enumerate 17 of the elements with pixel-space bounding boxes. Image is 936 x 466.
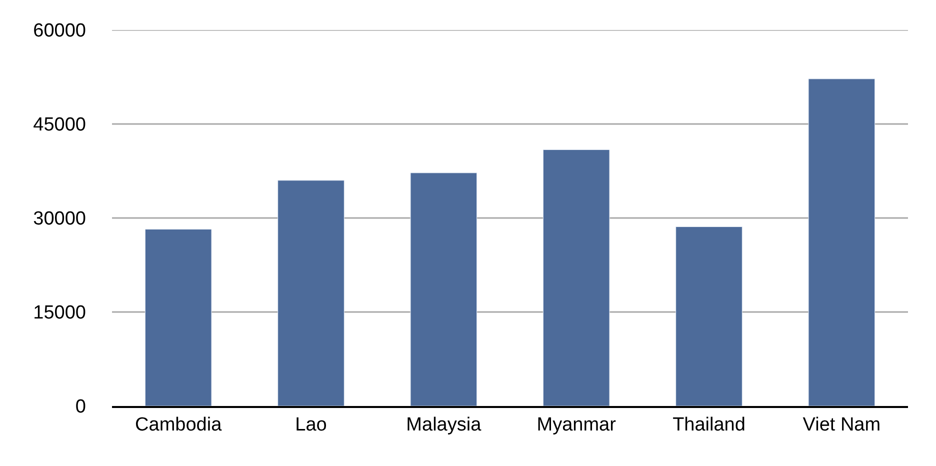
bar xyxy=(676,226,742,406)
bar xyxy=(410,172,478,406)
x-tick-label: Myanmar xyxy=(536,414,617,436)
y-tick-label: 60000 xyxy=(33,20,86,42)
y-tick-label: 45000 xyxy=(33,114,86,136)
x-tick-label: Thailand xyxy=(672,414,746,436)
x-tick-label: Cambodia xyxy=(135,414,222,436)
bar xyxy=(278,180,344,406)
x-tick-label: Viet Nam xyxy=(802,414,881,436)
bar xyxy=(144,229,212,406)
x-tick-label: Lao xyxy=(295,414,327,436)
y-tick-label: 30000 xyxy=(33,208,86,230)
y-tick-label: 15000 xyxy=(33,302,86,324)
bar xyxy=(808,78,876,406)
x-tick-label: Malaysia xyxy=(406,414,482,436)
y-tick-label: 0 xyxy=(75,396,86,418)
bar xyxy=(542,149,610,406)
